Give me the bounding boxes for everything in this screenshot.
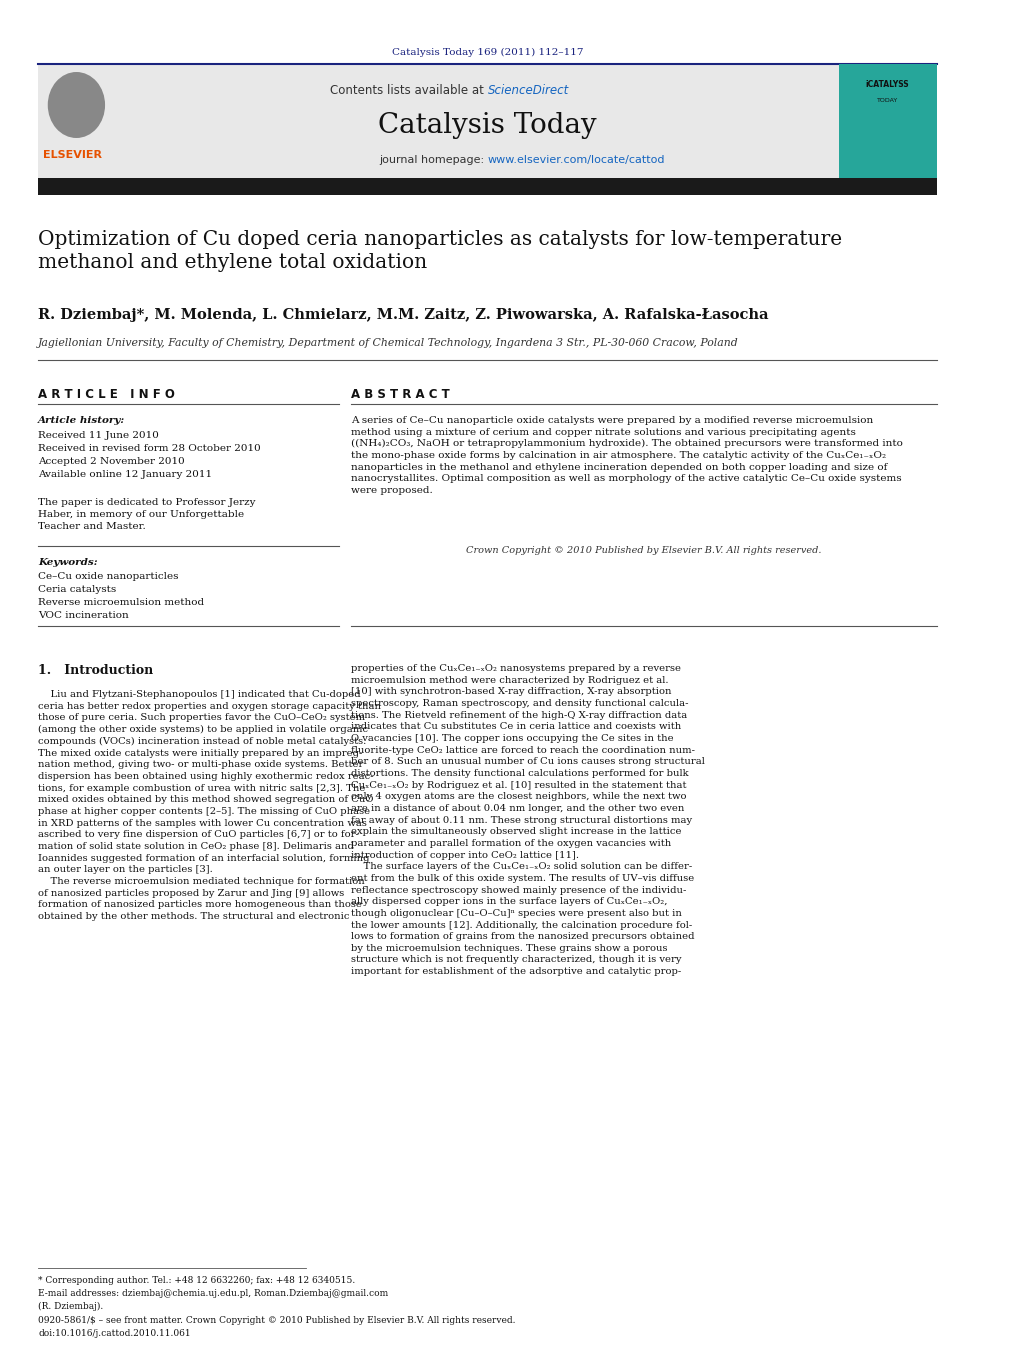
Text: VOC incineration: VOC incineration	[38, 611, 129, 620]
Text: TODAY: TODAY	[877, 99, 897, 103]
Text: ScienceDirect: ScienceDirect	[488, 84, 569, 97]
Text: doi:10.1016/j.cattod.2010.11.061: doi:10.1016/j.cattod.2010.11.061	[38, 1329, 191, 1337]
Text: A B S T R A C T: A B S T R A C T	[351, 388, 450, 401]
Text: Ce–Cu oxide nanoparticles: Ce–Cu oxide nanoparticles	[38, 571, 179, 581]
Text: Accepted 2 November 2010: Accepted 2 November 2010	[38, 457, 185, 466]
Text: 0920-5861/$ – see front matter. Crown Copyright © 2010 Published by Elsevier B.V: 0920-5861/$ – see front matter. Crown Co…	[38, 1316, 516, 1325]
Text: ELSEVIER: ELSEVIER	[43, 150, 102, 159]
Text: Keywords:: Keywords:	[38, 558, 98, 567]
Text: Reverse microemulsion method: Reverse microemulsion method	[38, 598, 204, 607]
Text: Received in revised form 28 October 2010: Received in revised form 28 October 2010	[38, 444, 261, 453]
Text: Catalysis Today 169 (2011) 112–117: Catalysis Today 169 (2011) 112–117	[392, 49, 583, 57]
Text: (R. Dziembaj).: (R. Dziembaj).	[38, 1302, 103, 1310]
Text: Contents lists available at: Contents lists available at	[330, 84, 488, 97]
Text: Received 11 June 2010: Received 11 June 2010	[38, 431, 159, 440]
Text: Available online 12 January 2011: Available online 12 January 2011	[38, 470, 212, 480]
Text: 1.   Introduction: 1. Introduction	[38, 663, 153, 677]
Text: * Corresponding author. Tel.: +48 12 6632260; fax: +48 12 6340515.: * Corresponding author. Tel.: +48 12 663…	[38, 1275, 355, 1285]
Text: The paper is dedicated to Professor Jerzy
Haber, in memory of our Unforgettable
: The paper is dedicated to Professor Jerz…	[38, 499, 255, 531]
Text: R. Dziembaj*, M. Molenda, L. Chmielarz, M.M. Zaitz, Z. Piwowarska, A. Rafalska-Ł: R. Dziembaj*, M. Molenda, L. Chmielarz, …	[38, 308, 769, 322]
FancyBboxPatch shape	[838, 63, 937, 178]
Text: A R T I C L E   I N F O: A R T I C L E I N F O	[38, 388, 175, 401]
Text: Crown Copyright © 2010 Published by Elsevier B.V. All rights reserved.: Crown Copyright © 2010 Published by Else…	[467, 546, 822, 555]
Text: Jagiellonian University, Faculty of Chemistry, Department of Chemical Technology: Jagiellonian University, Faculty of Chem…	[38, 338, 739, 349]
Text: Optimization of Cu doped ceria nanoparticles as catalysts for low-temperature
me: Optimization of Cu doped ceria nanoparti…	[38, 230, 842, 273]
Text: Liu and Flytzani-Stephanopoulos [1] indicated that Cu-doped
ceria has better red: Liu and Flytzani-Stephanopoulos [1] indi…	[38, 690, 381, 921]
Text: E-mail addresses: dziembaj@chemia.uj.edu.pl, Roman.Dziembaj@gmail.com: E-mail addresses: dziembaj@chemia.uj.edu…	[38, 1289, 388, 1298]
Text: iCATALYSS: iCATALYSS	[866, 80, 909, 89]
Text: www.elsevier.com/locate/cattod: www.elsevier.com/locate/cattod	[488, 155, 665, 165]
Text: Ceria catalysts: Ceria catalysts	[38, 585, 116, 594]
FancyBboxPatch shape	[38, 178, 937, 195]
Text: properties of the CuₓCe₁₋ₓO₂ nanosystems prepared by a reverse
microemulsion met: properties of the CuₓCe₁₋ₓO₂ nanosystems…	[351, 663, 706, 977]
Text: journal homepage:: journal homepage:	[379, 155, 488, 165]
Ellipse shape	[48, 72, 105, 138]
Text: Catalysis Today: Catalysis Today	[379, 112, 597, 139]
Text: A series of Ce–Cu nanoparticle oxide catalysts were prepared by a modified rever: A series of Ce–Cu nanoparticle oxide cat…	[351, 416, 904, 494]
FancyBboxPatch shape	[38, 63, 937, 178]
Text: Article history:: Article history:	[38, 416, 126, 426]
